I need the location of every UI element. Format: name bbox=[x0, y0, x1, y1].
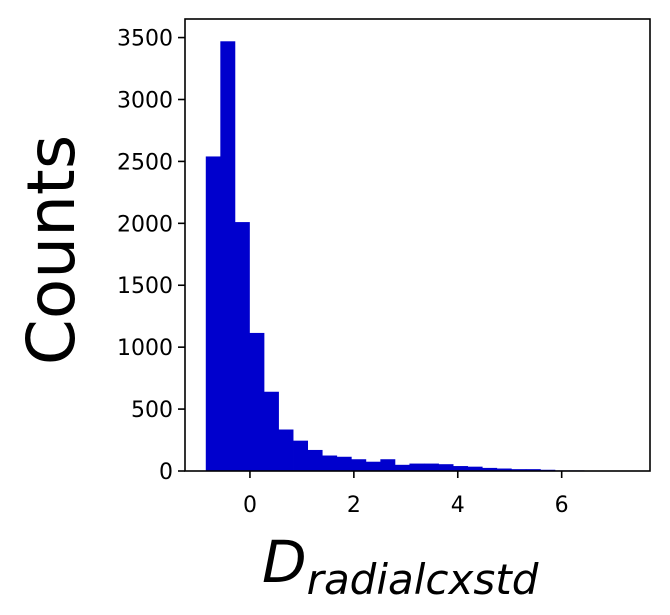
histogram-bar bbox=[380, 459, 396, 471]
x-axis-label-subscript: radialcxstd bbox=[307, 555, 539, 604]
histogram-bar bbox=[307, 449, 323, 471]
y-tick-label: 2000 bbox=[117, 212, 173, 237]
x-axis-label-main: D bbox=[262, 528, 307, 596]
histogram-bars bbox=[205, 41, 643, 472]
histogram-bar bbox=[293, 440, 309, 471]
histogram-bar bbox=[263, 391, 279, 471]
histogram-bar bbox=[234, 222, 250, 471]
histogram-bar bbox=[278, 429, 294, 471]
y-tick-label: 0 bbox=[159, 460, 173, 485]
y-tick-label: 500 bbox=[131, 398, 173, 423]
histogram-bar bbox=[496, 468, 512, 471]
histogram-bar bbox=[336, 456, 352, 471]
histogram-bar bbox=[394, 464, 410, 471]
histogram-bar bbox=[365, 461, 381, 471]
y-tick-label: 1000 bbox=[117, 336, 173, 361]
y-tick-label: 2500 bbox=[117, 150, 173, 175]
histogram-bar bbox=[525, 469, 541, 471]
y-axis-ticks: 0 500 1000 1500 2000 2500 3000 3500 bbox=[117, 27, 185, 485]
histogram-bar bbox=[205, 156, 221, 472]
histogram-bar bbox=[438, 464, 454, 471]
histogram-bar bbox=[322, 455, 338, 471]
histogram-bar bbox=[409, 463, 425, 471]
histogram-bar bbox=[511, 469, 527, 471]
histogram-bar bbox=[351, 459, 367, 471]
x-tick-label: 4 bbox=[451, 493, 465, 518]
y-tick-label: 3000 bbox=[117, 88, 173, 113]
histogram-bar bbox=[220, 41, 236, 472]
y-tick-label: 1500 bbox=[117, 274, 173, 299]
x-tick-label: 0 bbox=[243, 493, 257, 518]
histogram-bar bbox=[423, 463, 439, 471]
x-tick-label: 6 bbox=[555, 493, 569, 518]
histogram-bar bbox=[482, 467, 498, 471]
y-tick-label: 3500 bbox=[117, 27, 173, 52]
histogram-bar bbox=[467, 466, 483, 471]
histogram-bar bbox=[453, 466, 469, 471]
y-axis-label: Counts bbox=[13, 135, 90, 365]
histogram-bar bbox=[249, 332, 265, 471]
x-axis-label: Dradialcxstd bbox=[262, 528, 539, 604]
x-axis-ticks: 0 2 4 6 bbox=[243, 471, 569, 518]
x-tick-label: 2 bbox=[347, 493, 361, 518]
plot-frame bbox=[184, 18, 651, 472]
